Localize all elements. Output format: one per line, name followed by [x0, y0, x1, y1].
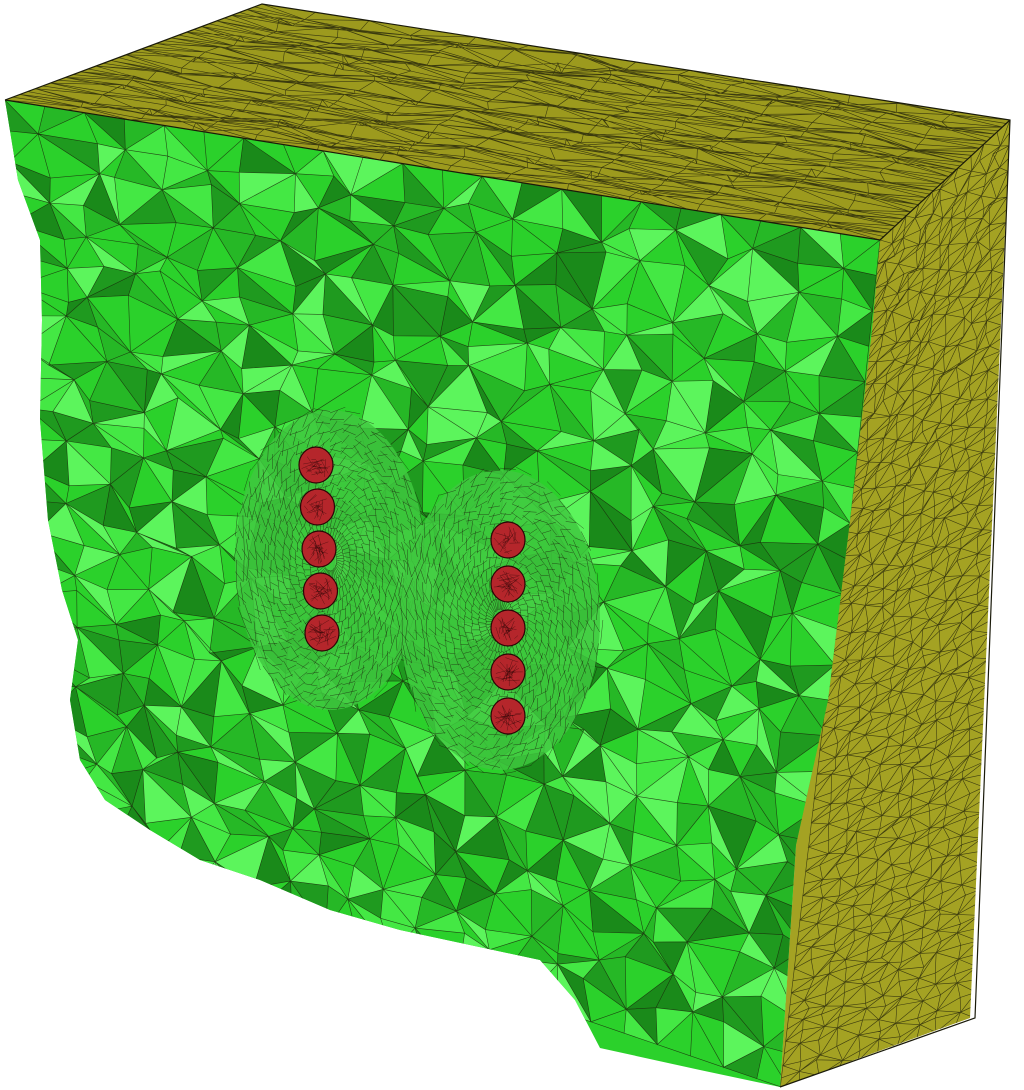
- left-column-inclusion: [301, 530, 337, 568]
- cut-section: [5, 100, 880, 1087]
- right-column-inclusion: [490, 565, 526, 603]
- inclusions-group: [298, 446, 526, 735]
- right-column-inclusion: [490, 609, 526, 647]
- left-column-inclusion: [299, 488, 336, 526]
- top-face: [5, 4, 1010, 240]
- right-column-inclusion: [490, 653, 526, 691]
- right-column-inclusion: [490, 521, 526, 559]
- left-column-inclusion: [302, 572, 339, 610]
- left-column-inclusion: [304, 614, 340, 652]
- block-edges: [4, 3, 1011, 1088]
- right-face: [780, 120, 1010, 1087]
- left-column-inclusion: [298, 446, 334, 484]
- right-column-inclusion: [490, 697, 526, 735]
